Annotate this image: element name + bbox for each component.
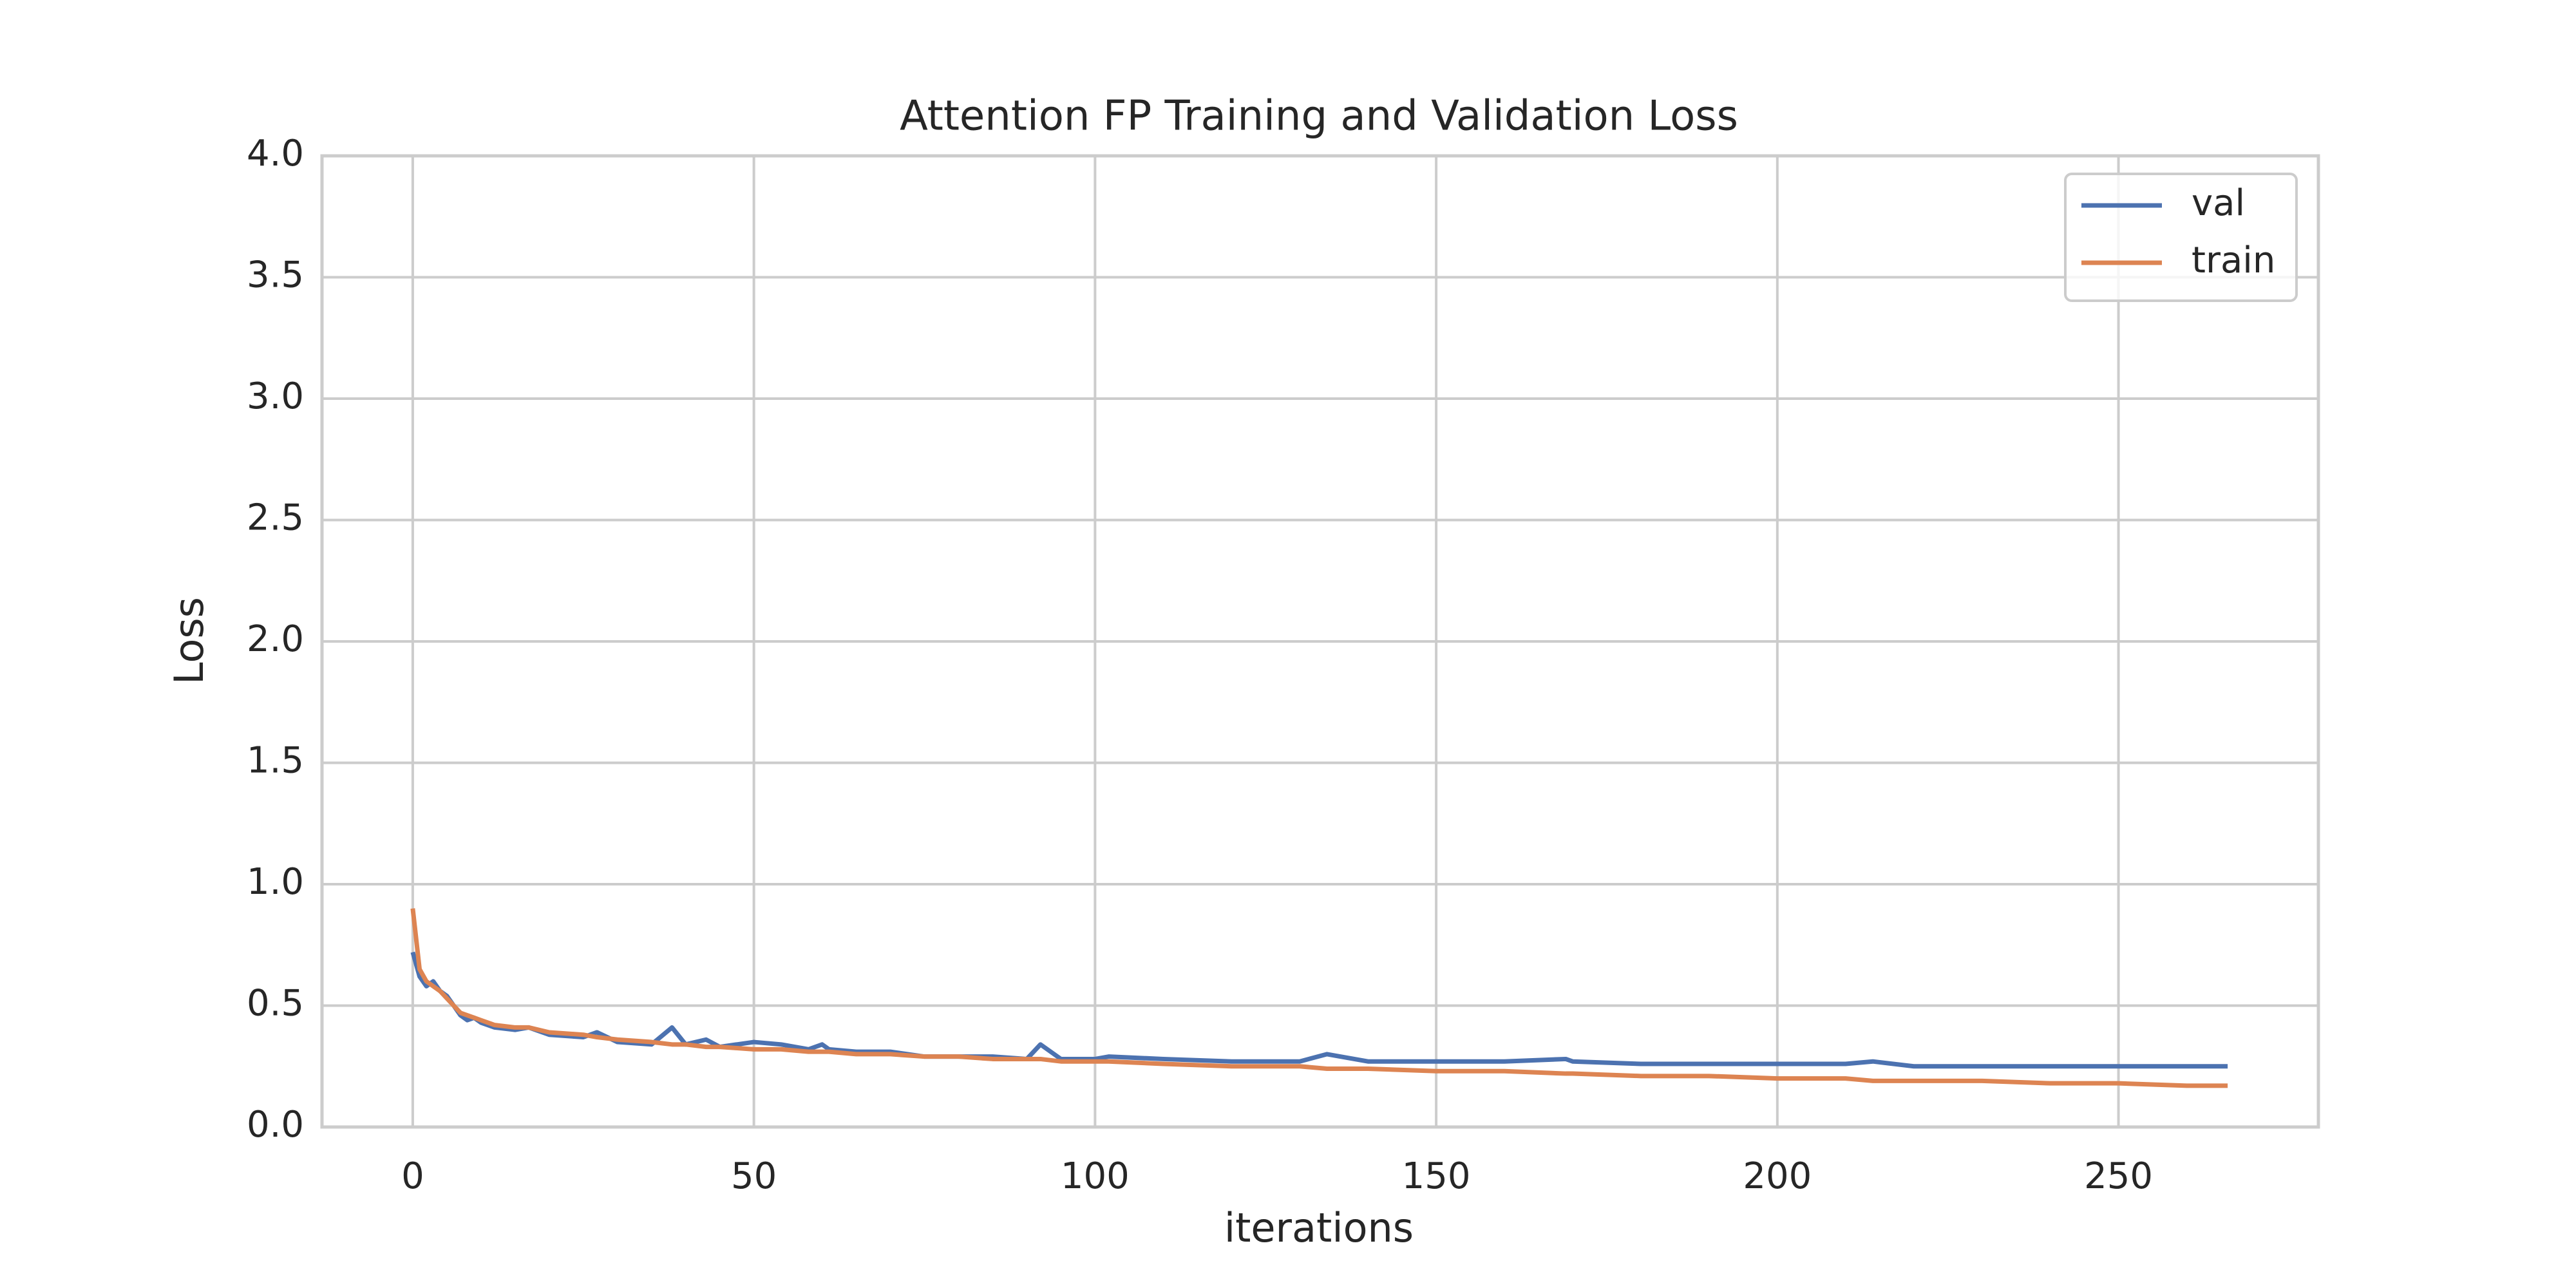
legend-label: val <box>2192 182 2245 224</box>
y-tick-label: 0.0 <box>247 1104 304 1146</box>
x-tick-label: 150 <box>1402 1155 1471 1197</box>
plot-frame <box>320 154 2320 1129</box>
line-series <box>410 951 2228 1069</box>
legend-box <box>2064 173 2298 302</box>
legend-label: train <box>2192 240 2275 281</box>
x-tick-label: 100 <box>1061 1155 1130 1197</box>
y-tick-label: 2.5 <box>247 497 304 539</box>
x-tick-label: 250 <box>2084 1155 2153 1197</box>
x-tick-label: 200 <box>1743 1155 1812 1197</box>
y-tick-label: 2.0 <box>247 618 304 660</box>
y-tick-label: 1.0 <box>247 861 304 903</box>
x-tick-label: 50 <box>731 1155 777 1197</box>
line-series <box>410 908 2228 1088</box>
x-axis-label: iterations <box>1224 1204 1414 1251</box>
y-tick-label: 3.0 <box>247 375 304 417</box>
x-tick-label: 0 <box>401 1155 424 1197</box>
y-tick-label: 0.5 <box>247 983 304 1025</box>
y-tick-label: 1.5 <box>247 740 304 782</box>
y-tick-label: 4.0 <box>247 133 304 175</box>
y-axis-label: Loss <box>166 597 213 685</box>
y-tick-label: 3.5 <box>247 254 304 296</box>
chart-title: Attention FP Training and Validation Los… <box>900 93 1738 140</box>
